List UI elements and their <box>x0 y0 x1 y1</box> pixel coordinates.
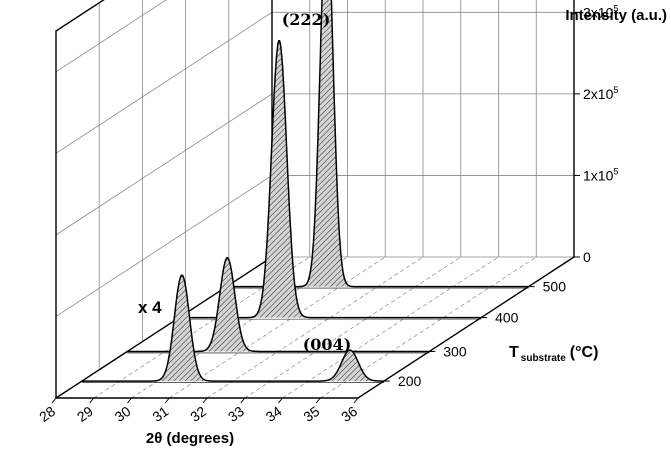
z-tick-label: 2x105 <box>583 85 618 102</box>
z-axis-title: Intensity (a.u.) <box>565 7 667 24</box>
floor-gridline <box>93 256 310 399</box>
series-fill <box>81 275 384 382</box>
z-tick-label: 3x105 <box>583 3 618 20</box>
x-tick-label: 33 <box>225 403 247 425</box>
grid-layer: 01x1052x1053x1054x1052829303132333435362… <box>36 0 618 425</box>
peak-label-222: (222) <box>282 10 331 29</box>
label-layer: Intensity (a.u.) (222) (004) x 4 2θ (deg… <box>138 7 667 447</box>
floor-gridline <box>282 256 499 399</box>
x-tick <box>315 397 321 404</box>
y-tick-label: 200 <box>398 373 422 389</box>
x-tick <box>278 397 283 404</box>
x-tick-label: 35 <box>300 403 322 425</box>
x-tick <box>202 397 208 404</box>
x-tick-label: 32 <box>187 403 209 425</box>
z-tick-label: 0 <box>583 249 591 265</box>
series-200 <box>81 274 384 383</box>
gridline-z <box>55 11 574 154</box>
y-tick-label: 300 <box>443 343 467 359</box>
floor-gridline <box>244 256 461 399</box>
floor-left-edge <box>55 256 273 399</box>
x-tick-label: 30 <box>112 403 134 425</box>
floor-gridline <box>169 256 386 399</box>
y-tick-label: 400 <box>495 310 519 326</box>
series-layer <box>81 0 529 383</box>
x-axis-label: 2θ (degrees) <box>146 430 234 447</box>
x-tick-label: 28 <box>36 403 58 425</box>
gridline-z <box>55 0 167 73</box>
scale-note: x 4 <box>138 298 162 317</box>
z-tick-label: 1x105 <box>583 166 618 183</box>
x-tick <box>164 397 170 404</box>
x-tick-label: 36 <box>338 403 360 425</box>
x-tick <box>353 397 359 404</box>
y-tick-label: 500 <box>543 279 567 295</box>
x-tick <box>127 397 132 404</box>
x-tick-label: 29 <box>74 403 96 425</box>
x-tick-label: 31 <box>149 403 171 425</box>
x-tick <box>240 397 246 404</box>
x-tick-label: 34 <box>263 403 285 425</box>
peak-label-004: (004) <box>303 335 352 354</box>
series-line <box>81 274 384 382</box>
x-tick <box>89 397 95 404</box>
floor-gridline <box>206 256 424 399</box>
x-tick <box>51 397 57 404</box>
